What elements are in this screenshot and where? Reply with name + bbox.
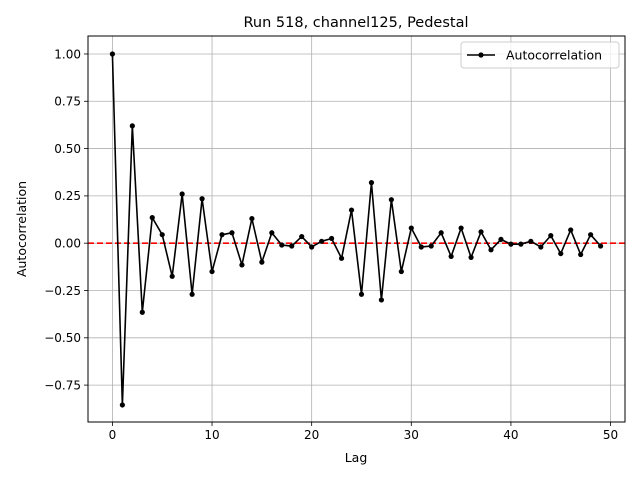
- y-tick-label: −0.25: [44, 284, 81, 298]
- x-axis-label: Lag: [345, 450, 368, 465]
- data-point: [209, 268, 215, 275]
- data-point: [149, 215, 155, 221]
- data-point: [259, 259, 265, 265]
- x-tick-label: 0: [109, 428, 117, 442]
- data-point: [129, 123, 135, 129]
- data-point: [319, 238, 325, 244]
- data-point: [169, 273, 175, 279]
- x-tick-label: 50: [603, 428, 618, 442]
- legend: Autocorrelation: [460, 41, 620, 69]
- data-point: [119, 402, 125, 408]
- data-point: [428, 243, 434, 249]
- data-point: [279, 242, 285, 248]
- data-point: [229, 230, 235, 236]
- y-tick-label: −0.50: [44, 331, 81, 345]
- data-point: [388, 197, 394, 203]
- data-point: [199, 196, 205, 202]
- y-tick-label: −0.75: [44, 378, 81, 392]
- plot-frame: [87, 35, 626, 423]
- data-point: [299, 233, 305, 240]
- data-point: [548, 233, 554, 239]
- data-point: [578, 251, 584, 258]
- data-point: [328, 235, 335, 242]
- data-point: [239, 262, 245, 268]
- data-point: [498, 236, 504, 243]
- data-point: [488, 247, 494, 253]
- data-point: [378, 297, 385, 303]
- data-point: [179, 191, 185, 197]
- x-tick-label: 20: [304, 428, 319, 442]
- data-point: [368, 180, 375, 186]
- data-point: [508, 241, 514, 247]
- data-point: [478, 229, 484, 235]
- data-point: [219, 232, 225, 238]
- data-point: [139, 309, 145, 315]
- chart-title: Run 518, channel125, Pedestal: [243, 15, 468, 31]
- data-point: [398, 268, 404, 275]
- y-axis-ticks: −0.75 −0.50 −0.25 0.00 0.25 0.50 0.75 1.00: [44, 47, 88, 392]
- data-point: [418, 244, 424, 250]
- y-axis-label: Autocorrelation: [14, 181, 29, 277]
- y-tick-label: 0.25: [54, 189, 81, 203]
- data-point: [597, 243, 604, 249]
- data-point: [358, 291, 365, 297]
- data-point: [348, 207, 355, 213]
- legend-entry-autocorrelation: Autocorrelation: [506, 48, 602, 63]
- legend-marker-sample: [478, 52, 484, 58]
- x-axis-ticks: 0 10 20 30 40 50: [109, 422, 618, 442]
- data-point: [588, 232, 594, 238]
- data-point: [159, 232, 165, 238]
- data-point: [528, 238, 534, 244]
- data-point: [109, 51, 116, 57]
- data-point: [568, 227, 574, 233]
- data-point: [558, 250, 564, 257]
- data-point: [438, 230, 444, 236]
- x-tick-label: 40: [503, 428, 518, 442]
- x-tick-label: 10: [204, 428, 219, 442]
- data-point: [458, 225, 464, 231]
- data-point: [309, 244, 315, 250]
- series-autocorrelation: [109, 51, 604, 408]
- data-point: [448, 253, 454, 260]
- data-point: [249, 215, 255, 222]
- data-point: [408, 225, 414, 231]
- x-tick-label: 30: [404, 428, 419, 442]
- data-point: [289, 243, 295, 249]
- data-point: [338, 255, 345, 261]
- data-point: [518, 241, 524, 247]
- data-point: [468, 254, 474, 260]
- data-point: [189, 291, 195, 297]
- y-tick-label: 0.00: [54, 236, 81, 250]
- y-tick-label: 1.00: [54, 47, 81, 61]
- y-tick-label: 0.50: [54, 142, 81, 156]
- y-tick-label: 0.75: [54, 95, 81, 109]
- data-point: [269, 230, 275, 236]
- data-point: [538, 244, 544, 250]
- legend-box: [460, 41, 620, 69]
